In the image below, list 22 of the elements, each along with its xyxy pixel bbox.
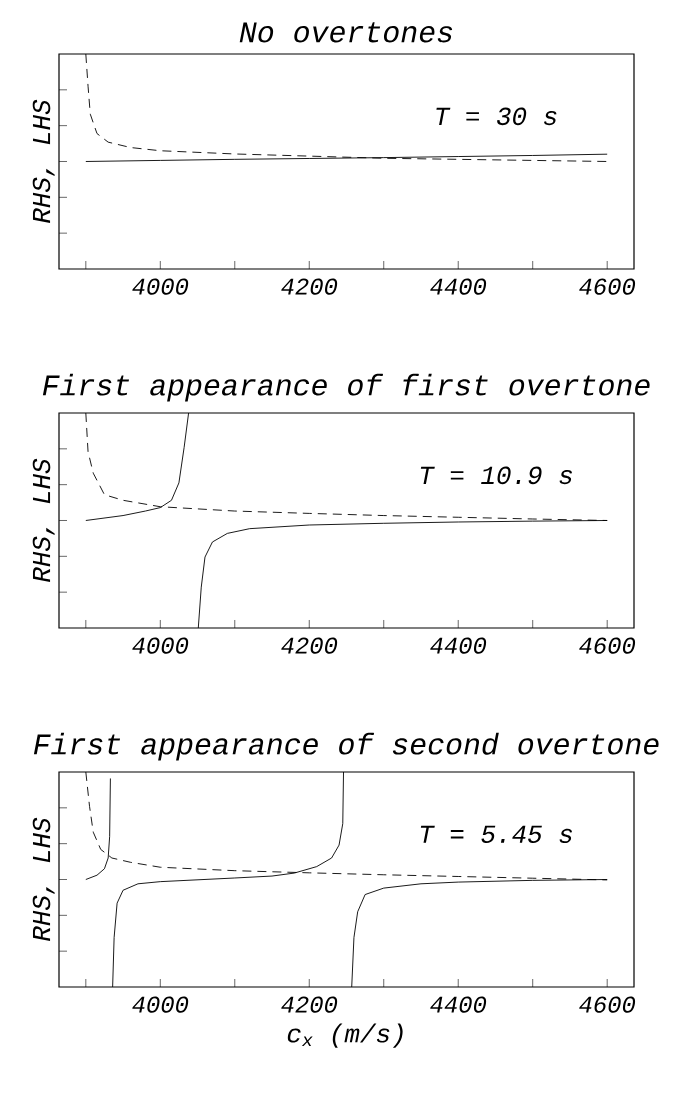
x-tick-label: 4200 bbox=[281, 278, 338, 295]
chart-title: First appearance of first overtone bbox=[42, 373, 650, 402]
x-tick-label: 4400 bbox=[430, 278, 487, 295]
chart-title: No overtones bbox=[239, 22, 453, 43]
chart-title: First appearance of second overtone bbox=[33, 732, 659, 761]
x-tick-label: 4600 bbox=[579, 278, 636, 295]
x-tick-label: 4000 bbox=[132, 637, 189, 654]
y-axis-title: RHS, LHS bbox=[32, 99, 55, 223]
x-tick-label: 4600 bbox=[579, 637, 636, 654]
y-axis-title: RHS, LHS bbox=[32, 817, 55, 941]
annotation: T = 30 s bbox=[436, 107, 557, 126]
x-tick-label: 4200 bbox=[281, 996, 338, 1013]
annotation: T = 5.45 s bbox=[420, 825, 572, 843]
x-tick-label: 4400 bbox=[430, 637, 487, 654]
x-tick-label: 4600 bbox=[579, 996, 636, 1013]
y-axis-title: RHS, LHS bbox=[32, 458, 55, 582]
x-tick-label: 4200 bbox=[281, 637, 338, 654]
x-tick-label: 4000 bbox=[132, 996, 189, 1013]
annotation: T = 10.9 s bbox=[420, 466, 572, 485]
x-axis-title: c$_{x}$ (m/s) bbox=[287, 1023, 403, 1048]
x-tick-label: 4000 bbox=[132, 278, 189, 295]
x-tick-label: 4400 bbox=[430, 996, 487, 1013]
